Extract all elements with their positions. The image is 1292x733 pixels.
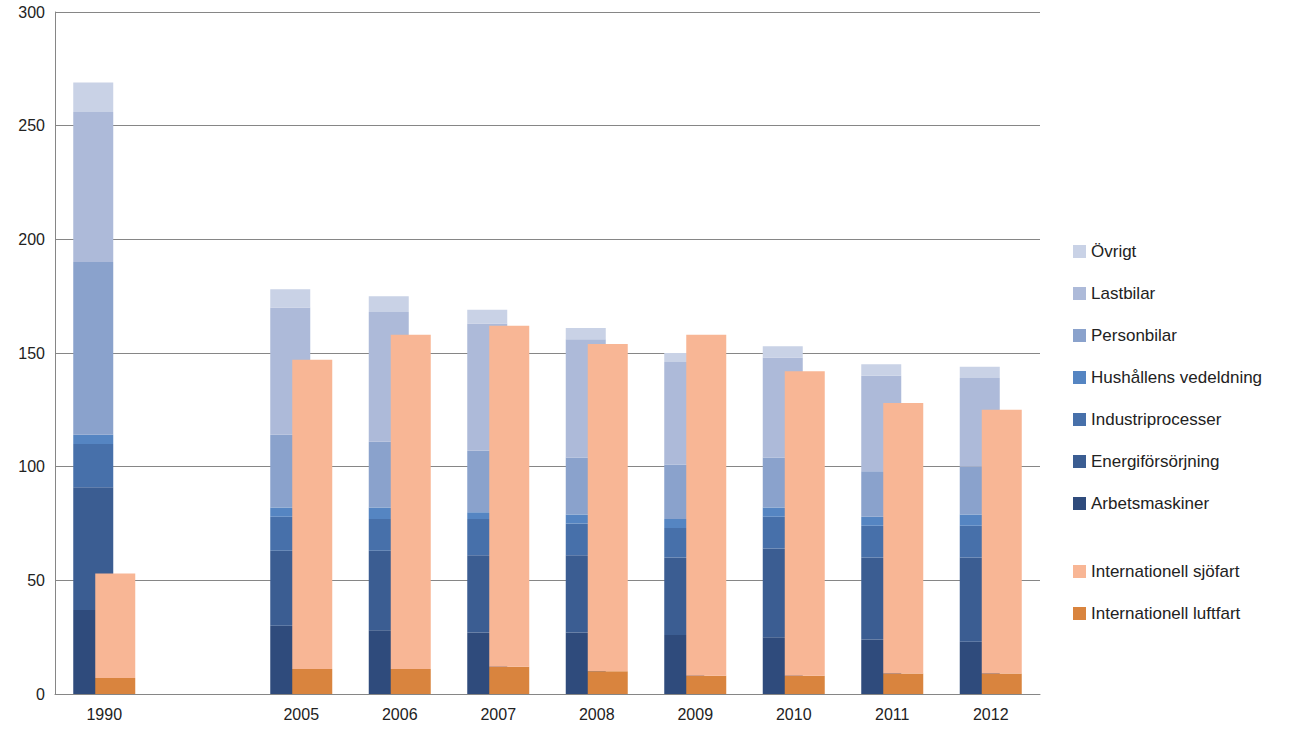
svg-text:1990: 1990 <box>86 706 122 723</box>
svg-text:150: 150 <box>18 345 45 362</box>
svg-text:100: 100 <box>18 458 45 475</box>
svg-text:Lastbilar: Lastbilar <box>1091 284 1156 303</box>
svg-text:50: 50 <box>27 572 45 589</box>
svg-text:Industriprocesser: Industriprocesser <box>1091 410 1222 429</box>
svg-text:2006: 2006 <box>382 706 418 723</box>
svg-text:2011: 2011 <box>875 706 910 723</box>
svg-text:Energiförsörjning: Energiförsörjning <box>1091 452 1220 471</box>
svg-text:Personbilar: Personbilar <box>1091 326 1177 345</box>
svg-text:2012: 2012 <box>973 706 1009 723</box>
svg-text:2007: 2007 <box>480 706 516 723</box>
svg-text:200: 200 <box>18 231 45 248</box>
svg-text:2010: 2010 <box>776 706 812 723</box>
svg-text:Internationell luftfart: Internationell luftfart <box>1091 604 1241 623</box>
svg-text:2005: 2005 <box>283 706 319 723</box>
svg-text:300: 300 <box>18 4 45 21</box>
svg-text:2008: 2008 <box>579 706 615 723</box>
svg-text:Internationell sjöfart: Internationell sjöfart <box>1091 562 1240 581</box>
svg-text:Övrigt: Övrigt <box>1091 242 1137 261</box>
svg-text:2009: 2009 <box>677 706 713 723</box>
svg-text:0: 0 <box>36 686 45 703</box>
svg-text:250: 250 <box>18 117 45 134</box>
svg-text:Arbetsmaskiner: Arbetsmaskiner <box>1091 494 1209 513</box>
svg-text:Hushållens vedeldning: Hushållens vedeldning <box>1091 368 1262 387</box>
